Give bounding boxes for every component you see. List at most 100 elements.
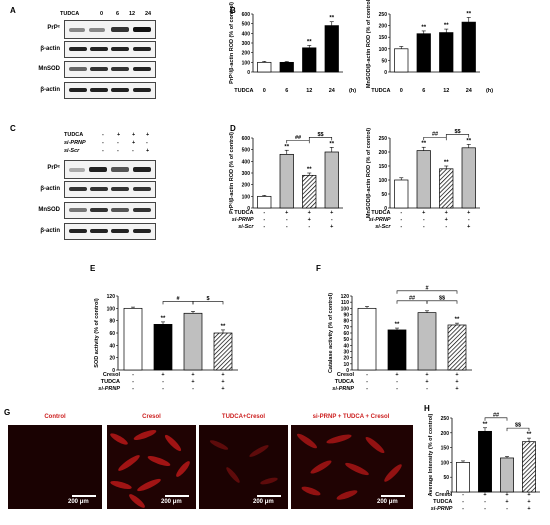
y-tick-label: 110 bbox=[341, 300, 349, 306]
y-tick-label: 0 bbox=[384, 206, 387, 212]
significance-star: ** bbox=[466, 11, 471, 17]
significance-star: ** bbox=[444, 160, 449, 166]
blot-a-strip bbox=[64, 20, 156, 39]
bar bbox=[456, 462, 470, 493]
condition-label: si-Scr bbox=[375, 224, 391, 230]
condition-mark: 12 bbox=[306, 88, 312, 94]
bar bbox=[447, 324, 467, 371]
condition-mark: 6 bbox=[285, 88, 288, 94]
comparison-bracket bbox=[445, 134, 470, 138]
scale-label: 200 μm bbox=[253, 499, 274, 505]
condition-mark: - bbox=[331, 217, 333, 223]
panel-label-b: B bbox=[230, 6, 236, 15]
bar bbox=[257, 61, 272, 73]
condition-mark: + bbox=[527, 499, 530, 505]
scale-label: 200 μm bbox=[377, 499, 398, 505]
y-tick-label: 30 bbox=[343, 350, 349, 356]
bar bbox=[500, 457, 514, 493]
condition-mark: + bbox=[505, 499, 508, 505]
y-tick-label: 100 bbox=[242, 60, 251, 66]
y-tick-label: 50 bbox=[343, 337, 349, 343]
bar bbox=[279, 61, 294, 73]
comparison-label: # bbox=[176, 296, 179, 302]
condition-mark: + bbox=[467, 224, 470, 230]
condition-mark: + bbox=[445, 217, 448, 223]
condition-label: TUDCA bbox=[335, 379, 354, 385]
micrograph-title: Cresol bbox=[142, 414, 161, 420]
comparison-bracket bbox=[426, 300, 458, 304]
condition-mark: - bbox=[462, 499, 464, 505]
y-tick-label: 80 bbox=[109, 319, 115, 325]
significance-star: ** bbox=[307, 167, 312, 173]
condition-label: Cresol bbox=[103, 372, 121, 378]
significance-star: ** bbox=[307, 39, 312, 45]
condition-label: si-PRNP bbox=[369, 217, 391, 223]
y-tick-label: 10 bbox=[343, 362, 349, 368]
bar bbox=[357, 307, 377, 371]
y-tick-label: 20 bbox=[343, 356, 349, 362]
blot-a-dose: 0 bbox=[100, 11, 104, 17]
blot-a-strip bbox=[64, 82, 156, 99]
y-tick-label: 50 bbox=[381, 58, 387, 64]
micrograph-cresol: 200 μm bbox=[107, 425, 196, 509]
bar bbox=[387, 329, 407, 371]
y-tick-label: 250 bbox=[379, 136, 388, 142]
comparison-bracket bbox=[423, 136, 447, 141]
blot-c-mark: + bbox=[132, 132, 136, 138]
panel-label-d: D bbox=[230, 124, 236, 133]
condition-mark: - bbox=[396, 379, 398, 385]
condition-mark: + bbox=[527, 492, 530, 498]
y-tick-label: 90 bbox=[343, 313, 349, 319]
micrograph-tudca-cresol: 200 μm bbox=[199, 425, 288, 509]
y-tick-label: 60 bbox=[109, 331, 115, 337]
blot-c-mark: + bbox=[132, 140, 136, 146]
condition-mark: 24 bbox=[329, 88, 336, 94]
condition-mark: 12 bbox=[443, 88, 449, 94]
condition-mark: + bbox=[455, 372, 458, 378]
bar bbox=[478, 430, 492, 493]
condition-mark: + bbox=[191, 379, 194, 385]
comparison-label: # bbox=[425, 285, 428, 291]
bar bbox=[279, 153, 294, 209]
y-tick-label: 70 bbox=[343, 325, 349, 331]
y-tick-label: 120 bbox=[107, 294, 116, 300]
blot-c-row-label: MnSOD bbox=[38, 207, 60, 213]
condition-mark: + bbox=[221, 372, 224, 378]
blot-c-mark: - bbox=[146, 140, 148, 146]
condition-label: si-PRNP bbox=[332, 386, 354, 392]
y-tick-label: 100 bbox=[441, 460, 450, 466]
y-tick-label: 20 bbox=[109, 356, 115, 362]
condition-mark: - bbox=[426, 386, 428, 392]
condition-mark: + bbox=[425, 379, 428, 385]
y-tick-label: 200 bbox=[379, 24, 388, 30]
y-tick-label: 100 bbox=[379, 178, 388, 184]
condition-mark: - bbox=[400, 217, 402, 223]
condition-mark: + bbox=[395, 372, 398, 378]
condition-mark: + bbox=[221, 379, 224, 385]
condition-mark: - bbox=[263, 217, 265, 223]
blot-a-row-label: β-actin bbox=[40, 46, 60, 52]
blot-a-dose: 6 bbox=[116, 11, 120, 17]
condition-label: Cresol bbox=[337, 372, 355, 378]
bar bbox=[302, 174, 317, 209]
condition-mark: + bbox=[161, 372, 164, 378]
cell-image bbox=[110, 430, 190, 508]
condition-mark: 6 bbox=[422, 88, 425, 94]
condition-mark: - bbox=[396, 386, 398, 392]
significance-star: ** bbox=[466, 138, 471, 144]
blot-a-strip bbox=[64, 41, 156, 58]
comparison-bracket bbox=[286, 139, 310, 144]
condition-mark: + bbox=[425, 372, 428, 378]
condition-mark: + bbox=[330, 210, 333, 216]
y-tick-label: 200 bbox=[242, 51, 251, 57]
y-tick-label: 40 bbox=[343, 343, 349, 349]
panel-label-g: G bbox=[4, 408, 11, 417]
comparison-label: $$ bbox=[515, 423, 521, 429]
bar bbox=[324, 151, 339, 209]
panel-label-f: F bbox=[316, 264, 321, 273]
condition-label: si-PRNP bbox=[98, 386, 120, 392]
y-axis-label: PrPᶜ/β-actin ROD (% of control) bbox=[229, 2, 235, 84]
condition-mark: + bbox=[455, 386, 458, 392]
bar bbox=[461, 147, 476, 209]
y-tick-label: 200 bbox=[441, 431, 450, 437]
